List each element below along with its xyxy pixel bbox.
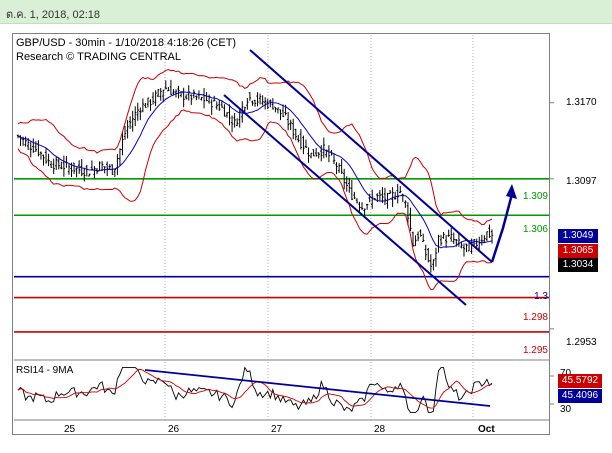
x-tick-label: 25 — [64, 424, 76, 435]
rsi-trend-line — [144, 369, 491, 407]
bollinger-lower — [17, 109, 493, 291]
rsi-title: RSI14 - 9MA — [16, 365, 74, 376]
chart-title: GBP/USD - 30min - 1/10/2018 4:18:26 (CET… — [16, 37, 237, 49]
moving-average — [17, 91, 493, 249]
y-tick-label: 1.3170 — [566, 97, 597, 108]
rsi-y-tick-label: 70 — [560, 368, 571, 379]
chart-frame — [12, 33, 550, 435]
level-label: 1.306 — [522, 224, 548, 235]
x-tick-label: Oct — [478, 424, 495, 435]
x-tick-label: 28 — [374, 424, 386, 435]
level-label: 1.3 — [534, 291, 548, 302]
chart-subtitle: Research © TRADING CENTRAL — [16, 51, 181, 63]
forecast-arrow — [490, 193, 514, 263]
channel-lower-line — [223, 94, 467, 306]
x-tick-label: 27 — [271, 424, 283, 435]
channel-upper-line — [249, 49, 493, 263]
price-box-ma: 1.3049 — [558, 229, 598, 243]
y-tick-label: 1.3097 — [566, 176, 597, 187]
level-label: 1.309 — [522, 191, 548, 202]
rsi-box-ma: 45.5792 — [558, 374, 602, 388]
rsi-ma-line — [17, 368, 493, 409]
x-tick-label: 26 — [168, 424, 180, 435]
rsi-line — [17, 366, 493, 413]
level-label: 1.295 — [522, 345, 548, 356]
forecast-arrowhead — [506, 184, 517, 199]
price-box-last: 1.3034 — [558, 258, 598, 272]
price-box-bollinger: 1.3065 — [558, 244, 598, 258]
timestamp: ต.ค. 1, 2018, 02:18 — [6, 9, 101, 21]
level-label: 1.298 — [522, 312, 548, 323]
date-bar: ต.ค. 1, 2018, 02:18 — [0, 0, 612, 24]
bollinger-upper — [17, 68, 493, 226]
rsi-box-value: 45.4096 — [558, 389, 602, 403]
rsi-y-tick-label: 30 — [560, 404, 572, 415]
y-tick-label: 1.2953 — [566, 337, 597, 348]
